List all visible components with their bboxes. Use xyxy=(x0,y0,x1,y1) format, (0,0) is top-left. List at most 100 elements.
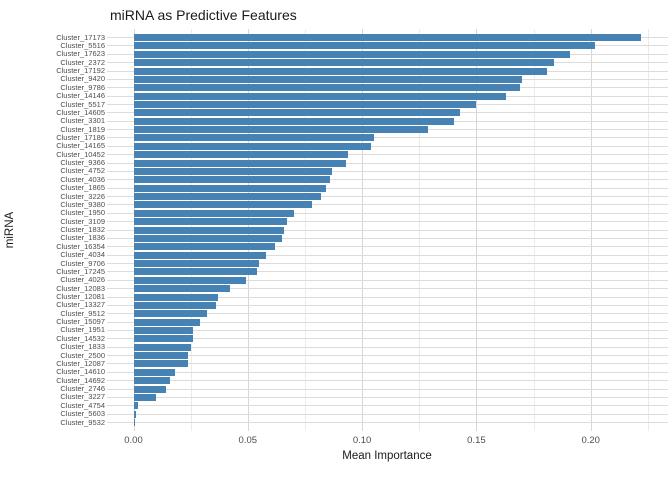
y-axis-label: Cluster_9706 xyxy=(60,258,105,268)
y-axis-label: Cluster_17245 xyxy=(56,266,105,276)
y-axis-label: Cluster_14165 xyxy=(56,141,105,151)
row-gridline xyxy=(107,388,668,390)
y-axis-label: Cluster_12083 xyxy=(56,283,105,293)
bar xyxy=(133,201,312,209)
bar xyxy=(133,109,461,117)
y-axis-label: Cluster_14610 xyxy=(56,367,105,377)
bar xyxy=(133,310,207,318)
y-axis-label: Cluster_3226 xyxy=(60,191,105,201)
bar xyxy=(133,209,294,217)
row-gridline xyxy=(107,204,668,206)
y-axis-label: Cluster_4036 xyxy=(60,174,105,184)
y-axis-label: Cluster_5517 xyxy=(60,99,105,109)
bar xyxy=(133,42,596,50)
bar xyxy=(133,251,267,259)
y-axis-label: Cluster_16354 xyxy=(56,241,105,251)
x-tick-label: 0.05 xyxy=(238,435,258,446)
row-gridline xyxy=(107,371,668,373)
bar xyxy=(133,218,287,226)
bar xyxy=(133,335,193,343)
y-axis-label: Cluster_9512 xyxy=(60,308,105,318)
row-gridline xyxy=(107,221,668,223)
row-gridline xyxy=(107,313,668,315)
y-axis-label: Cluster_14146 xyxy=(56,91,105,101)
y-axis-label: Cluster_4034 xyxy=(60,250,105,260)
row-gridline xyxy=(107,246,668,248)
bar xyxy=(133,393,157,401)
bar xyxy=(133,326,193,334)
bar xyxy=(133,134,374,142)
row-gridline xyxy=(107,422,668,423)
y-axis-label: Cluster_17186 xyxy=(56,132,105,142)
y-axis-label: Cluster_12087 xyxy=(56,358,105,368)
bar xyxy=(133,67,548,75)
y-axis-label: Cluster_15097 xyxy=(56,317,105,327)
row-gridline xyxy=(107,212,668,214)
bar xyxy=(133,385,166,393)
bar xyxy=(133,34,641,41)
bar xyxy=(133,368,175,376)
x-tick-label: 0.15 xyxy=(467,435,486,446)
x-tick-label: 0.00 xyxy=(124,435,143,446)
row-gridline xyxy=(107,363,668,365)
row-gridline xyxy=(107,321,668,323)
row-gridline xyxy=(107,288,668,290)
bar xyxy=(133,59,555,67)
row-gridline xyxy=(107,145,668,147)
x-tick-label: 0.20 xyxy=(581,435,600,446)
row-gridline xyxy=(107,346,668,348)
row-gridline xyxy=(107,229,668,231)
bar xyxy=(133,318,200,326)
y-axis-label: Cluster_4752 xyxy=(60,166,105,176)
bar xyxy=(133,176,331,184)
y-axis-label: Cluster_1951 xyxy=(60,325,105,335)
row-gridline xyxy=(107,296,668,298)
row-gridline xyxy=(107,162,668,164)
y-axis-label: Cluster_4754 xyxy=(60,400,105,410)
bar xyxy=(133,377,171,385)
bar xyxy=(133,159,347,167)
y-axis-label: Cluster_14605 xyxy=(56,107,105,117)
bar xyxy=(133,343,191,351)
bar xyxy=(133,301,216,309)
row-gridline xyxy=(107,355,668,356)
row-gridline xyxy=(107,154,668,156)
row-gridline xyxy=(107,405,668,407)
x-tick-label: 0.10 xyxy=(352,435,372,446)
y-axis-label: Cluster_9532 xyxy=(60,417,105,427)
y-axis-label: Cluster_17623 xyxy=(56,49,105,59)
row-gridline xyxy=(107,254,668,256)
bar xyxy=(133,151,349,159)
y-axis-label: Cluster_1833 xyxy=(60,342,105,352)
x-axis-title: Mean Importance xyxy=(342,450,432,462)
bar xyxy=(133,419,135,426)
y-axis-label: Cluster_14692 xyxy=(56,375,105,385)
y-axis-label: Cluster_14532 xyxy=(56,333,105,343)
y-axis-label: Cluster_3227 xyxy=(60,392,105,402)
y-axis-label: Cluster_10452 xyxy=(56,149,105,159)
row-gridline xyxy=(107,329,668,331)
y-axis-label: Cluster_5603 xyxy=(60,409,105,419)
bar xyxy=(133,84,520,92)
y-axis-label: Cluster_1836 xyxy=(60,233,105,243)
bar xyxy=(133,117,454,125)
bar xyxy=(133,402,139,410)
row-gridline xyxy=(107,396,668,398)
bar xyxy=(133,260,260,267)
y-axis-label: Cluster_3109 xyxy=(60,216,105,226)
y-axis-label: Cluster_2372 xyxy=(60,57,105,67)
bar xyxy=(133,92,507,100)
bar xyxy=(133,193,321,200)
bar xyxy=(133,276,246,284)
row-gridline xyxy=(107,179,668,181)
bar xyxy=(133,167,333,175)
bar xyxy=(133,126,429,134)
bar xyxy=(133,285,230,293)
bar xyxy=(133,360,189,368)
y-axis-label: Cluster_1865 xyxy=(60,183,105,193)
row-gridline xyxy=(107,170,668,172)
row-gridline xyxy=(107,263,668,264)
bar xyxy=(133,142,372,150)
y-axis-label: Cluster_3301 xyxy=(60,116,105,126)
